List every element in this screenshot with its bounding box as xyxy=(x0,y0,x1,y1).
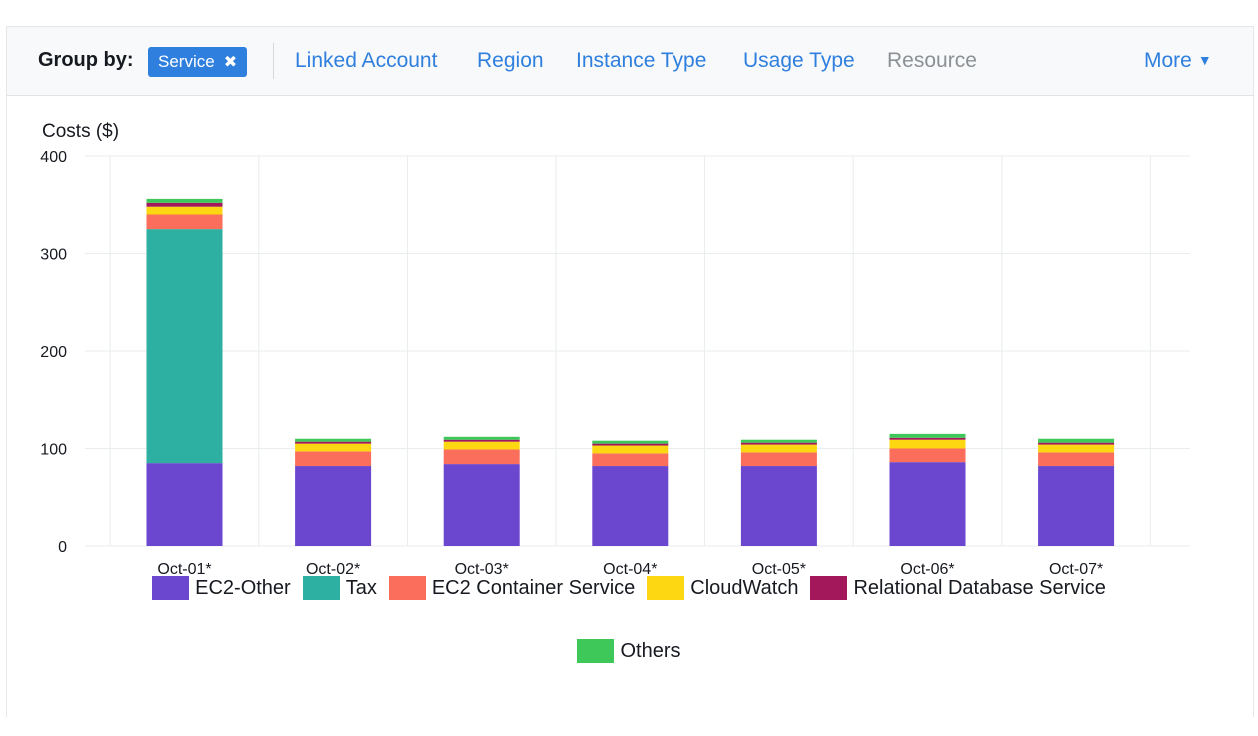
bar-segment-relational-database-service[interactable] xyxy=(592,443,669,446)
bar-segment-ec2-other[interactable] xyxy=(889,462,966,546)
legend-row: Others xyxy=(0,636,1258,666)
legend-item-cloudwatch[interactable]: CloudWatch xyxy=(647,576,798,600)
group-by-label: Group by: xyxy=(38,49,134,71)
chip-label: Service xyxy=(158,52,215,71)
group-option-linked-account[interactable]: Linked Account xyxy=(295,49,438,72)
legend-label: EC2-Other xyxy=(195,576,291,599)
bar-segment-ec2-other[interactable] xyxy=(592,466,669,546)
legend-item-ec2-other[interactable]: EC2-Other xyxy=(152,576,291,600)
bars xyxy=(146,198,1115,546)
more-label: More xyxy=(1144,49,1192,72)
x-tick-label: Oct-03* xyxy=(455,561,509,578)
bar-segment-cloudwatch[interactable] xyxy=(146,206,223,215)
y-axis-ticks: 0 100 200 300 400 xyxy=(40,149,67,556)
bar-segment-others[interactable] xyxy=(295,438,372,442)
legend-item-ec2-container-service[interactable]: EC2 Container Service xyxy=(388,576,636,600)
y-axis-title: Costs ($) xyxy=(42,121,119,142)
group-option-instance-type[interactable]: Instance Type xyxy=(576,49,707,72)
divider xyxy=(273,43,274,79)
x-tick-label: Oct-06* xyxy=(900,561,954,578)
group-option-resource: Resource xyxy=(887,49,977,72)
legend-swatch xyxy=(810,576,848,600)
y-tick-label: 300 xyxy=(40,247,67,264)
bar-segment-cloudwatch[interactable] xyxy=(443,441,520,450)
x-tick-label: Oct-02* xyxy=(306,561,360,578)
bar-segment-others[interactable] xyxy=(1038,438,1115,443)
legend-row: EC2-Other Tax EC2 Container Service CloudWa… xyxy=(0,573,1258,603)
legend-item-others[interactable]: Others xyxy=(577,639,681,663)
bar-segment-ec2-other[interactable] xyxy=(740,466,817,546)
bar-segment-relational-database-service[interactable] xyxy=(889,437,966,440)
bar-segment-tax[interactable] xyxy=(146,229,223,464)
legend-swatch xyxy=(388,576,426,600)
y-tick-label: 0 xyxy=(58,539,67,556)
bar-segment-ec2-container-service[interactable] xyxy=(1038,452,1115,467)
bar-segment-ec2-container-service[interactable] xyxy=(889,448,966,463)
legend-label: EC2 Container Service xyxy=(431,576,636,599)
legend-item-tax[interactable]: Tax xyxy=(302,576,377,600)
bar-segment-ec2-container-service[interactable] xyxy=(443,449,520,465)
bar-segment-ec2-other[interactable] xyxy=(1038,466,1115,546)
bar-segment-others[interactable] xyxy=(146,198,223,203)
group-option-region[interactable]: Region xyxy=(477,49,544,72)
bar-segment-ec2-container-service[interactable] xyxy=(295,451,372,467)
x-tick-label: Oct-07* xyxy=(1049,561,1103,578)
more-dropdown[interactable]: More ▼ xyxy=(1144,49,1212,73)
legend-swatch xyxy=(577,639,615,663)
bar-segment-ec2-other[interactable] xyxy=(146,463,223,546)
x-axis-ticks: Oct-01* Oct-02* Oct-03* Oct-04* Oct-05* Oct-0… xyxy=(157,561,1103,578)
bar-segment-ec2-container-service[interactable] xyxy=(146,214,223,230)
bar-segment-others[interactable] xyxy=(740,439,817,443)
legend-label: Tax xyxy=(345,576,377,599)
bar-segment-cloudwatch[interactable] xyxy=(740,444,817,453)
bar-segment-ec2-container-service[interactable] xyxy=(592,453,669,467)
legend-label: Relational Database Service xyxy=(853,576,1106,599)
bar-segment-relational-database-service[interactable] xyxy=(295,441,372,444)
bar-segment-ec2-container-service[interactable] xyxy=(740,452,817,467)
bar-segment-cloudwatch[interactable] xyxy=(592,445,669,454)
y-tick-label: 200 xyxy=(40,344,67,361)
x-tick-label: Oct-01* xyxy=(157,561,211,578)
x-tick-label: Oct-04* xyxy=(603,561,657,578)
remove-chip-icon[interactable]: ✖ xyxy=(223,54,238,71)
x-tick-label: Oct-05* xyxy=(752,561,806,578)
bar-segment-relational-database-service[interactable] xyxy=(443,439,520,442)
group-by-bar: Group by: Service ✖ Linked Account Regio… xyxy=(7,27,1253,96)
bar-segment-cloudwatch[interactable] xyxy=(889,439,966,449)
legend-swatch xyxy=(647,576,685,600)
caret-down-icon: ▼ xyxy=(1197,52,1212,68)
y-tick-label: 400 xyxy=(40,149,67,166)
bar-segment-others[interactable] xyxy=(889,433,966,438)
bar-segment-relational-database-service[interactable] xyxy=(740,442,817,445)
legend-label: Others xyxy=(620,639,681,662)
bar-segment-others[interactable] xyxy=(443,436,520,440)
service-filter-chip[interactable]: Service ✖ xyxy=(148,47,248,77)
bar-segment-relational-database-service[interactable] xyxy=(1038,442,1115,445)
group-option-usage-type[interactable]: Usage Type xyxy=(743,49,855,72)
bar-segment-ec2-other[interactable] xyxy=(443,464,520,546)
bar-segment-cloudwatch[interactable] xyxy=(295,443,372,452)
legend-swatch xyxy=(302,576,340,600)
bar-segment-relational-database-service[interactable] xyxy=(146,202,223,207)
chart-legend: EC2-Other Tax EC2 Container Service CloudWa… xyxy=(0,573,1258,699)
legend-item-relational-database-service[interactable]: Relational Database Service xyxy=(810,576,1106,600)
bar-segment-others[interactable] xyxy=(592,440,669,444)
bar-segment-ec2-other[interactable] xyxy=(295,466,372,546)
y-tick-label: 100 xyxy=(40,442,67,459)
legend-label: CloudWatch xyxy=(690,576,799,599)
bar-segment-cloudwatch[interactable] xyxy=(1038,444,1115,453)
legend-swatch xyxy=(152,576,190,600)
